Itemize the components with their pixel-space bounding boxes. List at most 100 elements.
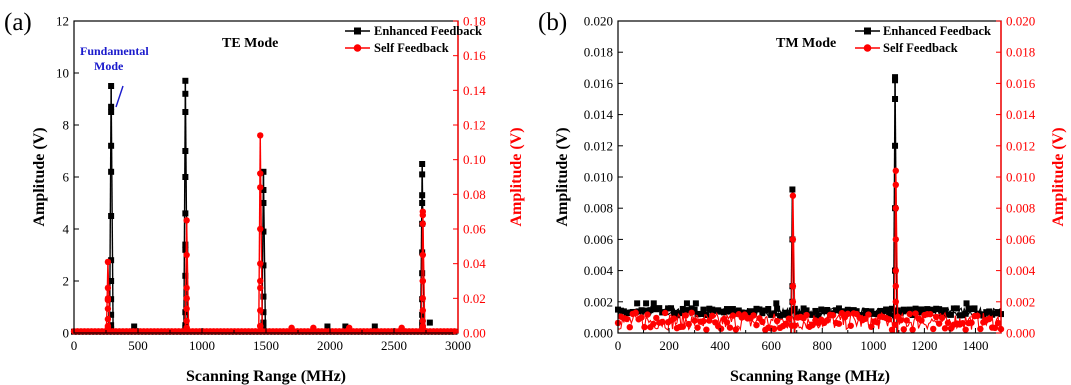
peak-point <box>108 278 115 284</box>
baseline-point <box>641 323 648 331</box>
peak-point <box>260 187 267 193</box>
baseline-point <box>906 310 913 318</box>
baseline-point <box>968 319 975 326</box>
y-left-tick-label: 0.012 <box>584 138 613 153</box>
legend-label-enhanced: Enhanced Feedback <box>374 24 482 38</box>
peak-point <box>104 322 112 330</box>
peak-point <box>183 251 190 259</box>
peak-point <box>104 295 112 302</box>
y-right-tick-label: 0.00 <box>463 326 486 341</box>
x-tick-label: 0 <box>71 338 78 353</box>
baseline-point <box>656 305 663 312</box>
baseline-point <box>670 315 678 322</box>
baseline-point <box>685 320 692 328</box>
baseline-point <box>959 320 966 327</box>
y-left-tick-label: 0 <box>63 326 70 341</box>
peak-point <box>183 284 190 292</box>
x-tick-label: 3000 <box>445 338 471 353</box>
panel-a-plot-frame <box>73 20 459 334</box>
legend-label-self: Self Feedback <box>374 41 449 55</box>
data-point <box>288 324 295 331</box>
y-left-tick-label: 0.004 <box>584 263 614 278</box>
y-right-tick-label: 0.06 <box>463 222 486 237</box>
baseline-point <box>750 312 757 319</box>
peak-point <box>183 324 190 331</box>
peak-point <box>892 283 900 290</box>
legend-marker-enhanced <box>864 27 871 35</box>
panel-a-ylabel-right: Amplitude (V) <box>508 127 525 226</box>
baseline-point <box>700 317 707 325</box>
baseline-point <box>847 322 854 329</box>
y-left-tick-label: 0.014 <box>584 107 614 122</box>
baseline-point <box>706 317 713 324</box>
baseline-point <box>638 314 645 321</box>
baseline-point <box>653 314 660 322</box>
baseline-point <box>770 325 778 333</box>
peak-line <box>259 135 263 334</box>
peak-point <box>789 186 796 193</box>
panel-b-tm-mode: (b) 0 200 400 600 800 1000 1200 1400 0.000 0.002 0… <box>538 9 1067 385</box>
baseline-point <box>883 306 890 313</box>
baseline-point <box>703 326 710 333</box>
baseline-point <box>986 308 993 315</box>
baseline-point <box>661 309 669 317</box>
baseline-point <box>918 306 925 313</box>
baseline-point <box>962 326 969 333</box>
data-point <box>324 323 331 330</box>
peak-point <box>419 317 426 325</box>
panel-a-annotation-arrow <box>115 85 124 108</box>
data-point <box>683 300 690 307</box>
baseline-point <box>771 310 778 317</box>
peak-point <box>257 322 264 330</box>
legend-marker-self <box>353 44 362 52</box>
peak-point <box>257 307 264 314</box>
data-point <box>643 300 650 307</box>
baseline-point <box>809 311 816 318</box>
peak-point <box>104 284 112 292</box>
baseline-point <box>829 312 837 319</box>
peak-point <box>419 322 426 330</box>
peak-point <box>108 322 115 329</box>
baseline-point <box>862 308 869 315</box>
y-left-tick-label: 0.008 <box>584 201 613 216</box>
y-left-tick-label: 0.018 <box>584 45 613 60</box>
baseline-point <box>886 310 893 317</box>
baseline-point <box>759 318 766 326</box>
y-left-tick-label: 0.002 <box>584 294 613 309</box>
peak-point <box>892 142 899 149</box>
x-tick-label: 1400 <box>962 338 988 353</box>
baseline-point <box>971 305 978 312</box>
x-tick-label: 500 <box>128 338 148 353</box>
baseline-point <box>782 320 790 327</box>
y-right-tick-label: 0.12 <box>463 118 486 133</box>
peak-line <box>895 170 899 334</box>
peak-point <box>260 262 267 269</box>
y-right-tick-label: 0.006 <box>1006 232 1036 247</box>
baseline-point <box>679 323 687 330</box>
baseline-point <box>774 305 781 312</box>
baseline-point <box>918 317 925 324</box>
y-right-tick-label: 0.18 <box>463 14 486 29</box>
peak-point <box>260 309 267 316</box>
baseline-point <box>888 305 895 312</box>
data-point <box>310 324 317 331</box>
peak-point <box>182 246 189 253</box>
y-right-tick-label: 0.000 <box>1006 326 1035 341</box>
y-right-tick-label: 0.08 <box>463 187 486 202</box>
baseline-point <box>874 319 881 326</box>
y-left-tick-label: 0.000 <box>584 326 613 341</box>
data-point <box>634 300 641 307</box>
y-right-tick-label: 0.04 <box>463 256 486 271</box>
baseline-point <box>726 324 734 331</box>
peak-point <box>789 283 797 290</box>
peak-point <box>182 90 189 97</box>
y-right-tick-label: 0.004 <box>1006 263 1036 278</box>
peak-point <box>892 181 900 188</box>
baseline-point <box>756 306 763 313</box>
baseline-point <box>906 306 913 313</box>
baseline-point <box>809 321 816 329</box>
peak-point <box>108 213 115 219</box>
peak-line <box>110 85 114 334</box>
peak-line <box>185 220 190 334</box>
baseline-point <box>844 310 851 318</box>
